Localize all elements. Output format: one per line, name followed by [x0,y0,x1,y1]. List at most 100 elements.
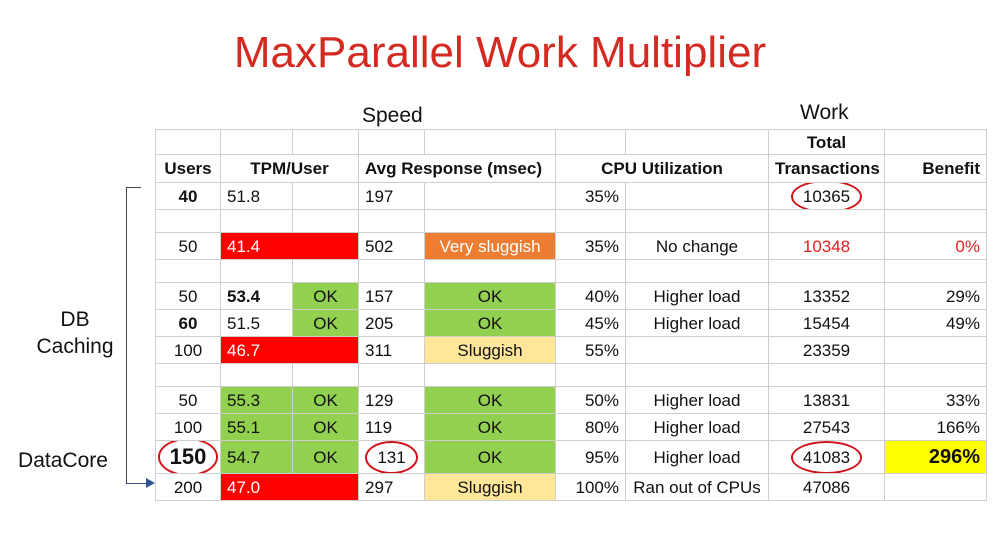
cell-users: 40 [155,182,221,210]
cell-total: 15454 [768,309,885,337]
cell-cpu: 55% [555,336,626,364]
table-row: 200 47.0 297 Sluggish 100% Ran out of CP… [155,473,987,501]
cell-tpm: 47.0 [220,473,359,501]
cell-tpm: 46.7 [220,336,359,364]
circled-total: 10365 [790,183,863,209]
cell-total: 27543 [768,413,885,441]
cell-benefit: 0% [884,232,987,260]
cell-users: 50 [155,232,221,260]
cell-benefit: 166% [884,413,987,441]
header-users: Users [155,154,221,183]
header-benefit: Benefit [884,154,987,183]
table-row-highlight: 150 54.7 OK 131 OK 95% Higher load 41083… [155,440,987,474]
cell-total: 13352 [768,282,885,310]
cell-total: 47086 [768,473,885,501]
cell-cpu: 45% [555,309,626,337]
cell-tpm-status: OK [292,386,359,414]
header-row-top: Total [155,129,987,155]
cell-cpu-note: Higher load [625,440,769,474]
db-caching-label: DB Caching [30,306,120,361]
cell-response: 197 [358,182,425,210]
cell-response-status: OK [424,440,556,474]
cell-cpu-note: No change [625,232,769,260]
circled-users: 150 [157,441,218,473]
slide-title: MaxParallel Work Multiplier [233,28,767,77]
cell-response-status: OK [424,413,556,441]
cell-response: 311 [358,336,425,364]
table-row: 50 41.4 502 Very sluggish 35% No change … [155,232,987,260]
cell-tpm: 51.5 [220,309,293,337]
cell-total: 10348 [768,232,885,260]
cell-tpm: 54.7 [220,440,293,474]
header-tpm: TPM/User [220,154,359,183]
cell-cpu: 40% [555,282,626,310]
cell-cpu: 50% [555,386,626,414]
arrow-line [126,483,148,484]
cell-benefit: 49% [884,309,987,337]
cell-response: 297 [358,473,425,501]
cell-total: 13831 [768,386,885,414]
cell-benefit: 29% [884,282,987,310]
cell-cpu: 100% [555,473,626,501]
cell-total: 10365 [768,182,885,210]
datacore-label: DataCore [18,449,108,472]
arrow-right-icon [146,478,155,488]
table-row: 100 55.1 OK 119 OK 80% Higher load 27543… [155,413,987,441]
table-row: 50 53.4 OK 157 OK 40% Higher load 13352 … [155,282,987,310]
cell-cpu: 80% [555,413,626,441]
db-caching-text: DB Caching [36,308,114,359]
cell-cpu-note: Higher load [625,309,769,337]
header-total-line2: Transactions [768,154,885,183]
cell-users: 50 [155,282,221,310]
cell-total: 41083 [768,440,885,474]
cell-cpu-note: Higher load [625,413,769,441]
row-bracket [126,187,141,484]
cell-cpu-note: Higher load [625,282,769,310]
cell-response-status: OK [424,386,556,414]
cell-users: 200 [155,473,221,501]
cell-tpm: 51.8 [220,182,293,210]
cell-cpu-note: Higher load [625,386,769,414]
header-total-line1: Total [768,129,885,155]
work-group-label: Work [800,101,849,124]
cell-cpu: 35% [555,182,626,210]
cell-tpm-status: OK [292,309,359,337]
cell-users: 60 [155,309,221,337]
cell-users: 100 [155,336,221,364]
cell-users: 150 [155,440,221,474]
cell-response-status: Sluggish [424,336,556,364]
cell-benefit: 296% [884,440,987,474]
cell-cpu-note: Ran out of CPUs [625,473,769,501]
cell-benefit: 33% [884,386,987,414]
cell-response: 157 [358,282,425,310]
cell-total: 23359 [768,336,885,364]
cell-response: 129 [358,386,425,414]
cell-response: 131 [358,440,425,474]
cell-tpm: 55.3 [220,386,293,414]
table-row: 60 51.5 OK 205 OK 45% Higher load 15454 … [155,309,987,337]
cell-response-status: OK [424,309,556,337]
cell-response: 502 [358,232,425,260]
table-row: 50 55.3 OK 129 OK 50% Higher load 13831 … [155,386,987,414]
cell-users: 100 [155,413,221,441]
cell-users: 50 [155,386,221,414]
cell-tpm: 53.4 [220,282,293,310]
circled-response: 131 [365,441,419,473]
speed-group-label: Speed [362,104,423,127]
cell-response: 205 [358,309,425,337]
table-row: 100 46.7 311 Sluggish 55% 23359 [155,336,987,364]
cell-tpm: 55.1 [220,413,293,441]
cell-response-status: OK [424,282,556,310]
cell-response-status: Very sluggish [424,232,556,260]
spacer-row [155,209,987,233]
header-cpu: CPU Utilization [555,154,769,183]
table-row: 40 51.8 197 35% 10365 [155,182,987,210]
cell-response: 119 [358,413,425,441]
header-avg-response: Avg Response (msec) [358,154,556,183]
cell-cpu: 95% [555,440,626,474]
cell-tpm-status: OK [292,282,359,310]
spacer-row [155,363,987,387]
cell-tpm: 41.4 [220,232,359,260]
spacer-row [155,259,987,283]
cell-cpu: 35% [555,232,626,260]
